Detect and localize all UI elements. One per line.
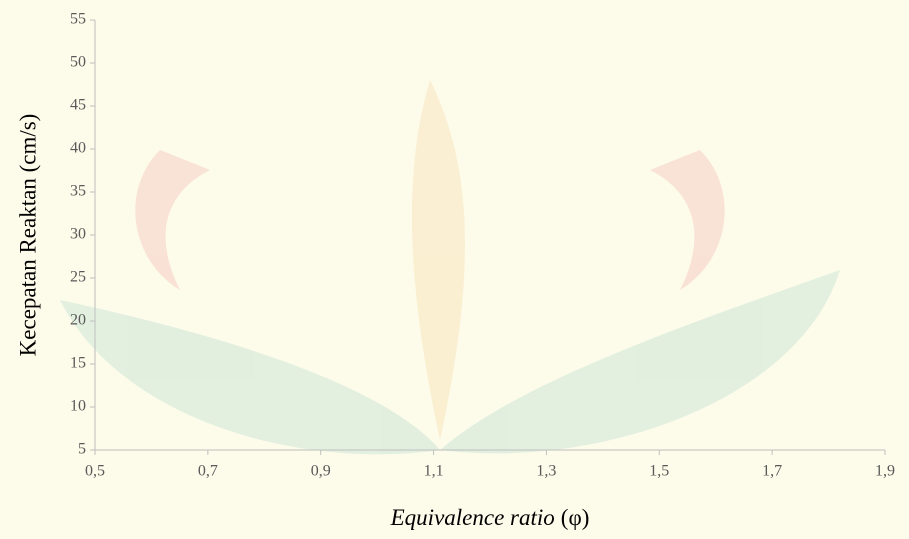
y-tick-label: 15 [70,355,86,372]
x-tick-label: 1,9 [875,463,895,480]
y-tick-label: 45 [70,97,86,114]
x-tick-label: 0,7 [198,463,218,480]
x-tick-label: 1,1 [424,463,444,480]
y-tick-label: 40 [70,140,86,157]
y-tick-label: 55 [70,11,86,28]
y-tick-label: 25 [70,269,86,286]
chart: Kecepatan Reaktan (cm/s) Equivalence rat… [0,0,909,539]
page: Kecepatan Reaktan (cm/s) Equivalence rat… [0,0,909,539]
y-tick-label: 30 [70,226,86,243]
y-tick-label: 10 [70,398,86,415]
y-tick-label: 5 [78,441,86,458]
x-tick-label: 1,7 [762,463,782,480]
x-axis-title-symbol: (φ) [561,505,590,530]
y-tick-label: 50 [70,54,86,71]
y-tick-label: 20 [70,312,86,329]
x-tick-label: 1,3 [536,463,556,480]
y-axis-title: Kecepatan Reaktan (cm/s) [15,114,40,357]
x-tick-label: 1,5 [649,463,669,480]
x-axis-title-main: Equivalence ratio [390,505,555,530]
y-tick-label: 35 [70,183,86,200]
x-tick-label: 0,9 [311,463,331,480]
x-tick-label: 0,5 [85,463,105,480]
